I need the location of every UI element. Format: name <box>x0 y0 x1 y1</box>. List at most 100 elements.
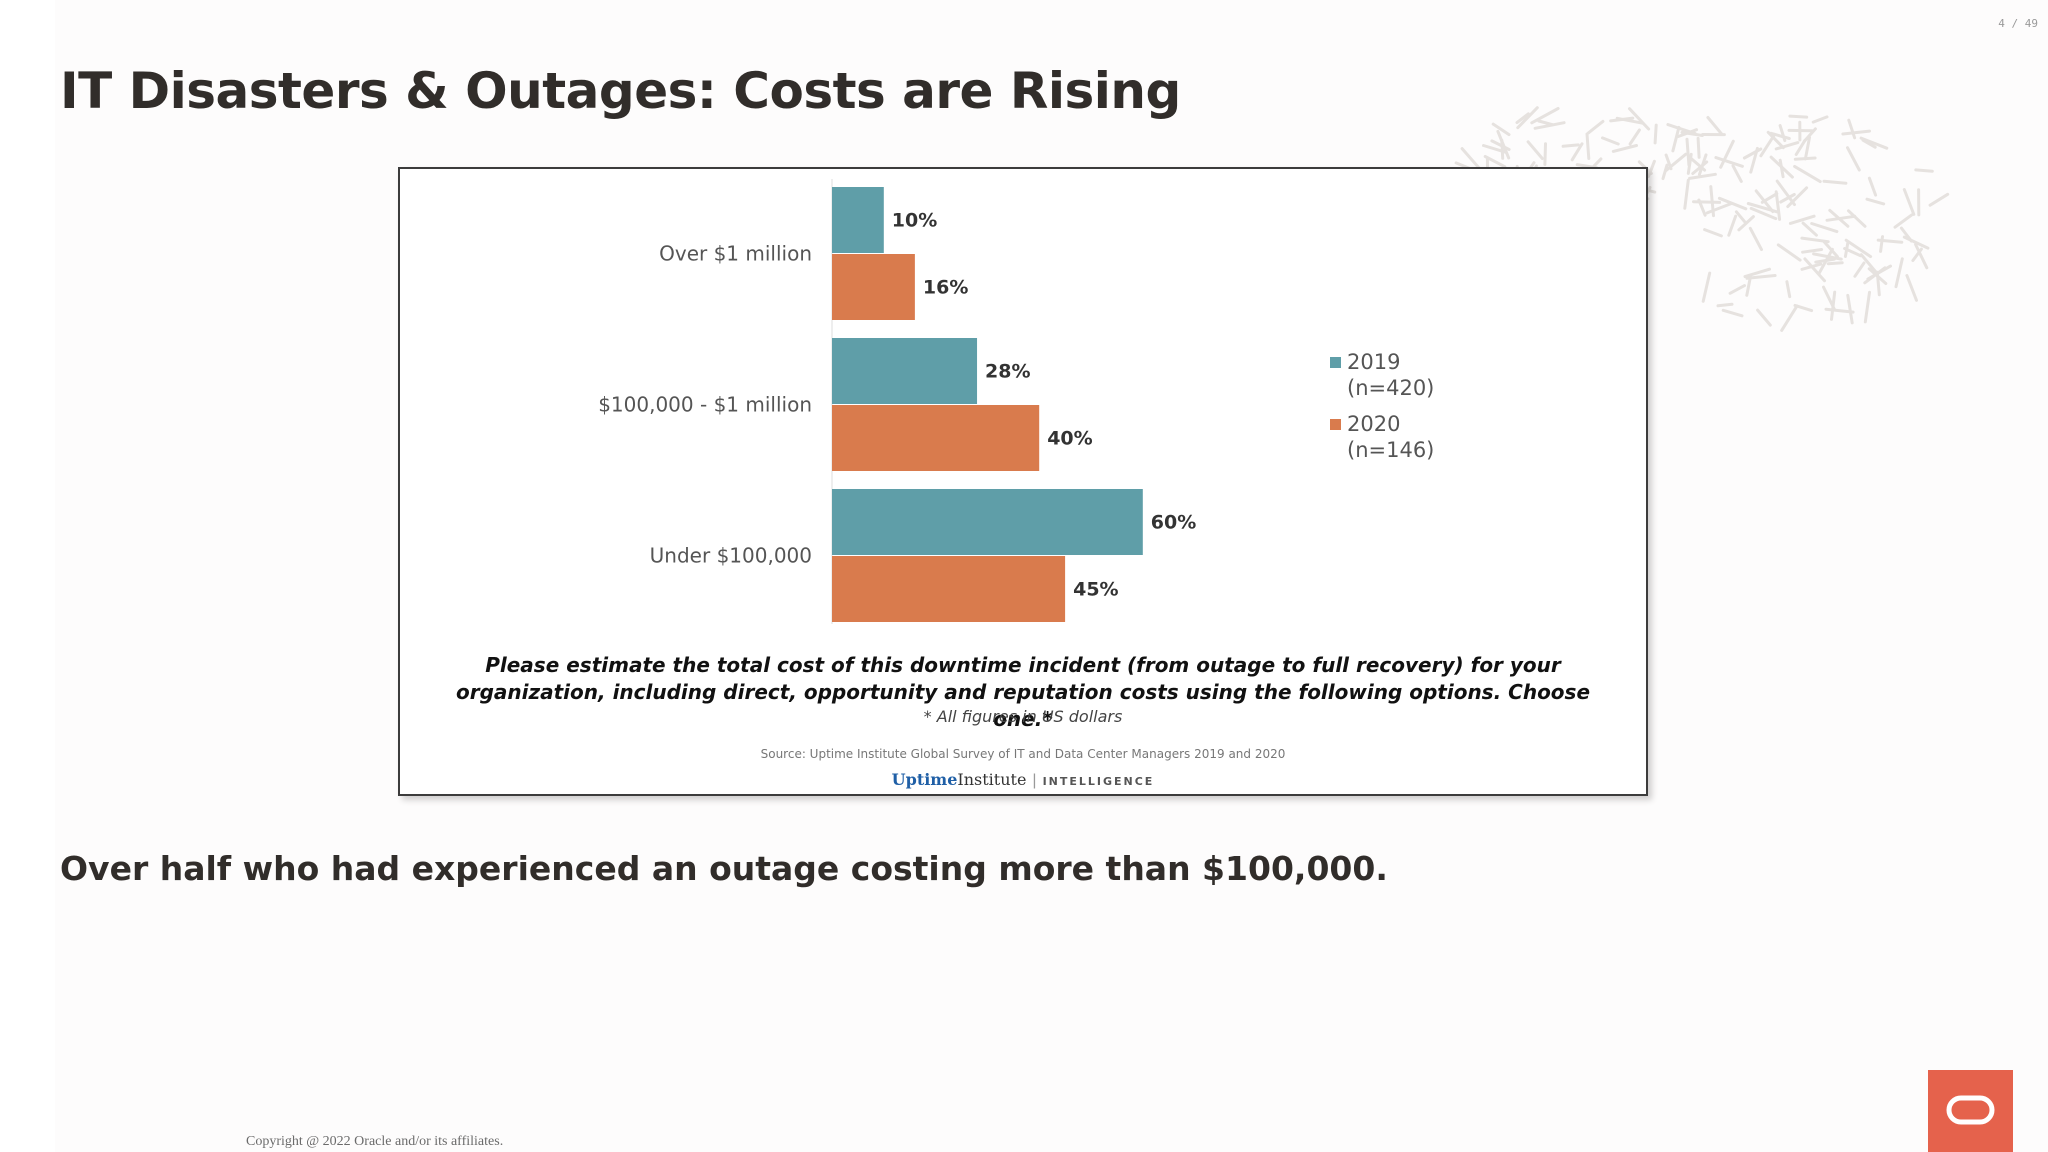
category-label: Over $1 million <box>659 242 812 266</box>
chart-source: Source: Uptime Institute Global Survey o… <box>760 747 1286 761</box>
copyright-notice: Copyright @ 2022 Oracle and/or its affil… <box>246 1134 504 1149</box>
decor-stroke <box>1803 257 1826 283</box>
decor-stroke <box>1780 304 1799 332</box>
decor-stroke <box>1516 106 1539 130</box>
decor-stroke <box>1491 122 1511 137</box>
bar-2020 <box>832 254 915 320</box>
decor-stroke <box>1778 158 1785 179</box>
legend-sample-2020: (n=146) <box>1347 438 1435 462</box>
brand-suffix: INTELLIGENCE <box>1042 775 1155 788</box>
decor-stroke <box>1671 125 1681 153</box>
decor-stroke <box>1793 164 1822 184</box>
decor-stroke <box>1746 202 1779 214</box>
decor-stroke <box>1859 253 1878 275</box>
decor-stroke <box>1743 267 1771 279</box>
legend-item-2020: 2020 (n=146) <box>1330 411 1434 463</box>
decor-stroke <box>1774 141 1800 151</box>
decor-stroke <box>1867 176 1878 197</box>
decor-stroke <box>1714 156 1744 168</box>
decor-stroke <box>1859 136 1889 150</box>
data-label-2019: 10% <box>892 210 937 232</box>
decor-stroke <box>1766 130 1785 150</box>
legend-swatch-2020 <box>1330 418 1341 430</box>
leaf-pattern-decor <box>1454 106 1950 332</box>
decor-stroke <box>1483 155 1507 169</box>
decor-stroke <box>1688 172 1717 180</box>
decor-stroke <box>1717 196 1748 211</box>
decor-stroke <box>1586 119 1605 135</box>
decor-stroke <box>1822 179 1848 185</box>
decor-stroke <box>1628 107 1651 131</box>
decor-stroke <box>1515 112 1530 125</box>
decor-stroke <box>1728 284 1746 295</box>
decor-stroke <box>1830 290 1837 321</box>
decor-stroke <box>1826 261 1844 266</box>
decor-stroke <box>1692 200 1722 204</box>
decor-stroke <box>1615 116 1645 125</box>
decor-stroke <box>1879 235 1884 253</box>
decor-stroke <box>1709 185 1715 218</box>
decor-stroke <box>1914 243 1929 270</box>
decor-stroke <box>1793 156 1817 161</box>
uptime-institute-logo: UptimeInstitute | INTELLIGENCE <box>400 770 1646 790</box>
decor-stroke <box>1785 280 1792 299</box>
slide-title: IT Disasters & Outages: Costs are Rising <box>60 62 1181 120</box>
brand-separator: | <box>1032 772 1037 789</box>
decor-stroke <box>1701 271 1712 303</box>
legend-swatch-2019 <box>1330 356 1341 368</box>
currency-footnote: * All figures in US dollars <box>923 707 1123 726</box>
legend-sample-2019: (n=420) <box>1347 376 1435 400</box>
decor-stroke <box>1530 107 1560 125</box>
decor-stroke <box>1533 121 1566 130</box>
decor-stroke <box>1570 142 1584 162</box>
legend-item-2019: 2019 (n=420) <box>1330 349 1434 401</box>
decor-stroke <box>1742 147 1763 160</box>
decor-stroke <box>1810 222 1839 234</box>
decor-stroke <box>1774 190 1782 221</box>
slide-caption: Over half who had experienced an outage … <box>60 849 1388 888</box>
decor-stroke <box>1894 257 1904 289</box>
decor-stroke <box>1865 197 1886 206</box>
decor-stroke <box>1647 159 1656 178</box>
decor-stroke <box>1876 238 1904 244</box>
decor-stroke <box>1687 155 1707 172</box>
decor-stroke <box>1496 129 1511 160</box>
decor-stroke <box>1706 116 1724 136</box>
decor-stroke <box>1893 213 1914 229</box>
decor-stroke <box>1666 123 1697 136</box>
decor-stroke <box>1482 144 1508 154</box>
data-label-2020: 16% <box>923 277 968 299</box>
decor-stroke <box>1812 252 1843 261</box>
decor-stroke <box>1846 146 1861 172</box>
decor-stroke <box>1748 226 1763 252</box>
data-label-2019: 28% <box>985 361 1030 383</box>
decor-stroke <box>1697 198 1707 217</box>
decor-stroke <box>1911 247 1923 262</box>
brand-name-rest: Institute <box>957 770 1027 789</box>
decor-stroke <box>1760 192 1779 204</box>
decor-stroke <box>1734 210 1748 225</box>
survey-question: Please estimate the total cost of this d… <box>455 653 1591 731</box>
decor-stroke <box>1824 307 1855 314</box>
decor-stroke <box>1803 136 1811 161</box>
decor-stroke <box>1683 178 1690 210</box>
decor-stroke <box>1847 118 1857 140</box>
decor-stroke <box>1685 137 1691 167</box>
decor-stroke <box>1902 235 1930 250</box>
decor-stroke <box>1561 143 1580 148</box>
page-counter: 4 / 49 <box>1998 17 2038 30</box>
decor-stroke <box>1928 192 1950 207</box>
decor-stroke <box>1822 240 1839 259</box>
decor-stroke <box>1776 243 1802 262</box>
decor-stroke <box>1853 261 1866 278</box>
decor-stroke <box>1841 129 1871 136</box>
decor-stroke <box>1861 138 1877 149</box>
bar-2020 <box>832 405 1040 471</box>
decor-stroke <box>1800 236 1830 244</box>
decor-stroke <box>1814 257 1836 264</box>
decor-stroke <box>1526 140 1544 160</box>
decor-stroke <box>1628 128 1641 146</box>
oracle-logo-icon[interactable] <box>1928 1070 2013 1152</box>
decor-stroke <box>1902 188 1916 216</box>
oracle-logo-shape <box>1946 1095 1995 1125</box>
